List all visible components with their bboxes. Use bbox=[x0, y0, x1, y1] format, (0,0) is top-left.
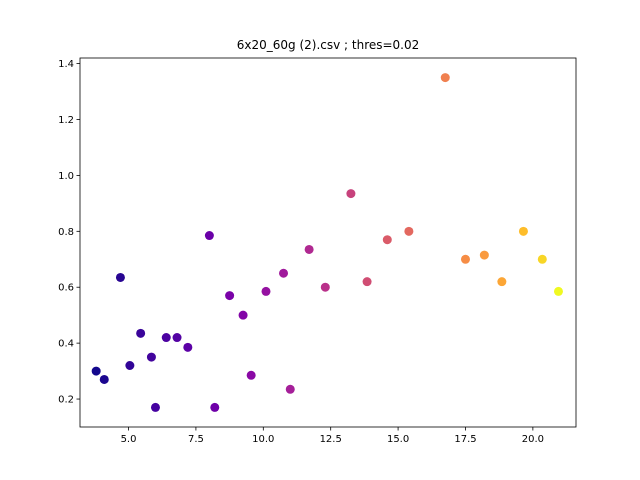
y-tick-label: 1.4 bbox=[58, 59, 74, 70]
plot-frame bbox=[79, 57, 577, 428]
data-point bbox=[279, 268, 289, 278]
data-point bbox=[261, 286, 271, 296]
y-tick-label: 0.2 bbox=[58, 395, 74, 406]
y-tick-label: 0.8 bbox=[58, 227, 74, 238]
data-point bbox=[404, 226, 414, 236]
x-tick-label: 7.5 bbox=[188, 434, 204, 445]
data-point bbox=[537, 254, 547, 264]
data-point bbox=[440, 73, 450, 83]
data-point bbox=[183, 342, 193, 352]
y-tick-label: 1.2 bbox=[58, 115, 74, 126]
data-point bbox=[99, 374, 109, 384]
data-point bbox=[382, 235, 392, 245]
data-point bbox=[479, 250, 489, 260]
x-tick-label: 20.0 bbox=[522, 434, 544, 445]
data-point bbox=[304, 244, 314, 254]
data-point bbox=[146, 352, 156, 362]
data-point bbox=[136, 328, 146, 338]
data-point bbox=[460, 254, 470, 264]
chart-title: 6x20_60g (2).csv ; thres=0.02 bbox=[237, 38, 420, 52]
data-point bbox=[115, 272, 125, 282]
x-tick-label: 17.5 bbox=[454, 434, 476, 445]
data-point bbox=[518, 226, 528, 236]
data-point bbox=[553, 286, 563, 296]
data-point bbox=[320, 282, 330, 292]
data-point bbox=[362, 277, 372, 287]
x-tick-label: 5.0 bbox=[121, 434, 137, 445]
data-point bbox=[225, 291, 235, 301]
data-points bbox=[91, 73, 563, 412]
x-tick-label: 12.5 bbox=[320, 434, 342, 445]
data-point bbox=[150, 402, 160, 412]
data-point bbox=[246, 370, 256, 380]
y-tick-label: 0.6 bbox=[58, 283, 74, 294]
data-point bbox=[91, 366, 101, 376]
data-point bbox=[172, 333, 182, 343]
data-point bbox=[238, 310, 248, 320]
data-point bbox=[210, 402, 220, 412]
data-point bbox=[497, 277, 507, 287]
data-point bbox=[346, 189, 356, 199]
data-point bbox=[285, 384, 295, 394]
x-tick-label: 15.0 bbox=[387, 434, 409, 445]
y-tick-label: 1.0 bbox=[58, 171, 74, 182]
data-point bbox=[161, 333, 171, 343]
data-point bbox=[204, 231, 214, 241]
x-tick-label: 10.0 bbox=[252, 434, 274, 445]
data-point bbox=[125, 361, 135, 370]
axes: 5.0 7.5 10.0 12.5 15.0 17.5 20.0 0.2 0.4 0.6 0.8 1.… bbox=[58, 57, 577, 445]
y-tick-label: 0.4 bbox=[58, 339, 74, 350]
